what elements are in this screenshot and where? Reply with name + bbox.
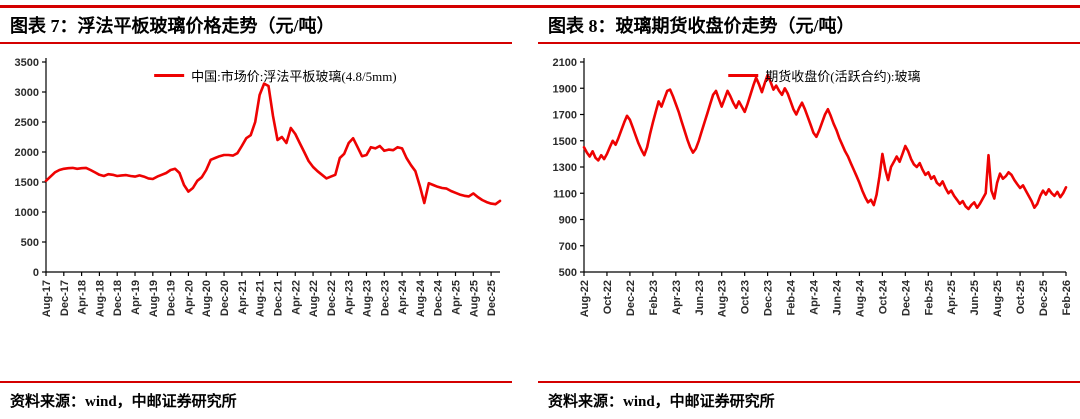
figure-8-legend: 期货收盘价(活跃合约):玻璃 bbox=[728, 66, 921, 85]
x-tick-label: Aug-17 bbox=[41, 280, 53, 317]
y-tick-label: 3500 bbox=[15, 57, 39, 69]
price-series-line bbox=[582, 73, 1068, 211]
figure-7-panel: 图表 7：浮法平板玻璃价格走势（元/吨） 中国:市场价:浮法平板玻璃(4.8/5… bbox=[0, 12, 512, 419]
figure-7-source-rule bbox=[0, 381, 512, 383]
x-tick-label: Apr-25 bbox=[946, 280, 958, 315]
x-tick-label: Aug-25 bbox=[992, 280, 1004, 317]
figure-7-footer: 资料来源：wind，中邮证券研究所 bbox=[0, 381, 512, 419]
x-tick-label: Aug-20 bbox=[201, 280, 213, 317]
x-tick-label: Feb-26 bbox=[1061, 280, 1073, 315]
x-tick-label: Aug-23 bbox=[717, 280, 729, 317]
glass-futures-price-line-chart: 500 700 900 1100 1300 1500 1700 1900 2100 Aug-22 O… bbox=[553, 57, 1073, 317]
x-tick-label: Aug-22 bbox=[308, 280, 320, 317]
x-tick-label: Dec-22 bbox=[625, 280, 637, 316]
x-tick-label: Oct-22 bbox=[602, 280, 614, 314]
figure-7-chart-area: 中国:市场价:浮法平板玻璃(4.8/5mm) 0 500 1000 1500 2000 2… bbox=[0, 52, 512, 334]
top-rule bbox=[0, 5, 1080, 8]
x-tick-label: Aug-24 bbox=[854, 279, 866, 317]
x-tick-label: Apr-20 bbox=[183, 280, 195, 315]
x-tick-label: Dec-20 bbox=[219, 280, 231, 316]
x-tick-label: Jun-24 bbox=[831, 279, 843, 315]
legend-label: 期货收盘价(活跃合约):玻璃 bbox=[765, 69, 921, 84]
x-tick-label: Dec-24 bbox=[433, 279, 445, 316]
figure-8-source-text: 资料来源：wind，中邮证券研究所 bbox=[548, 394, 775, 410]
x-tick-label: Dec-17 bbox=[59, 280, 71, 316]
x-tick-label: Aug-18 bbox=[94, 280, 106, 317]
y-tick-label: 0 bbox=[33, 267, 39, 279]
y-tick-label: 1900 bbox=[553, 83, 577, 95]
x-tick-label: Apr-18 bbox=[77, 280, 89, 315]
y-tick-label: 1300 bbox=[553, 162, 577, 174]
x-tick-label: Feb-24 bbox=[786, 279, 798, 315]
y-tick-label: 3000 bbox=[15, 87, 39, 99]
x-tick-label: Dec-25 bbox=[1038, 280, 1050, 316]
x-tick-label: Oct-25 bbox=[1015, 280, 1027, 314]
figure-8-panel: 图表 8：玻璃期货收盘价走势（元/吨） 期货收盘价(活跃合约):玻璃 500 70… bbox=[538, 12, 1080, 419]
y-tick-label: 1500 bbox=[553, 136, 577, 148]
x-tick-label: Oct-23 bbox=[740, 280, 752, 314]
x-tick-label: Apr-23 bbox=[671, 280, 683, 315]
figure-8-title: 图表 8：玻璃期货收盘价走势（元/吨） bbox=[548, 16, 855, 36]
price-series-line bbox=[44, 82, 502, 206]
y-tick-label: 2100 bbox=[553, 57, 577, 69]
figure-8-source-rule bbox=[538, 381, 1080, 383]
x-tick-label: Dec-24 bbox=[900, 279, 912, 316]
x-tick-label: Apr-19 bbox=[130, 280, 142, 315]
x-tick-label: Aug-21 bbox=[255, 280, 267, 317]
y-tick-label: 500 bbox=[21, 237, 39, 249]
x-tick-label: Feb-25 bbox=[923, 280, 935, 315]
figure-columns: 图表 7：浮法平板玻璃价格走势（元/吨） 中国:市场价:浮法平板玻璃(4.8/5… bbox=[0, 12, 1080, 419]
x-tick-label: Dec-21 bbox=[272, 280, 284, 316]
x-tick-label: Apr-25 bbox=[450, 280, 462, 315]
x-tick-label: Aug-19 bbox=[148, 280, 160, 317]
x-tick-label: Dec-25 bbox=[486, 280, 498, 316]
y-tick-label: 500 bbox=[559, 267, 577, 279]
x-tick-label: Jun-25 bbox=[969, 280, 981, 315]
x-tick-label: Apr-24 bbox=[809, 279, 821, 315]
y-tick-label: 900 bbox=[559, 215, 577, 227]
x-tick-label: Dec-18 bbox=[112, 280, 124, 316]
x-tick-label: Apr-22 bbox=[290, 280, 302, 315]
figure-8-chart-area: 期货收盘价(活跃合约):玻璃 500 700 900 1100 1300 1500 1700… bbox=[538, 52, 1080, 334]
figure-8-footer: 资料来源：wind，中邮证券研究所 bbox=[538, 381, 1080, 419]
x-tick-label: Dec-23 bbox=[379, 280, 391, 316]
x-tick-label: Apr-21 bbox=[237, 280, 249, 315]
figure-7-legend: 中国:市场价:浮法平板玻璃(4.8/5mm) bbox=[154, 66, 397, 85]
x-tick-label: Apr-23 bbox=[344, 280, 356, 315]
y-tick-label: 1100 bbox=[553, 188, 577, 200]
y-tick-label: 1500 bbox=[15, 177, 39, 189]
x-tick-label: Aug-24 bbox=[415, 279, 427, 317]
x-tick-label: Oct-24 bbox=[877, 279, 889, 314]
figure-8-title-rule bbox=[538, 42, 1080, 44]
y-tick-label: 1000 bbox=[15, 207, 39, 219]
figure-7-title-rule bbox=[0, 42, 512, 44]
legend-label: 中国:市场价:浮法平板玻璃(4.8/5mm) bbox=[191, 69, 397, 84]
figure-7-title: 图表 7：浮法平板玻璃价格走势（元/吨） bbox=[10, 16, 335, 36]
red-line-swatch bbox=[728, 74, 759, 77]
red-line-swatch bbox=[154, 74, 185, 77]
x-tick-label: Aug-22 bbox=[579, 280, 591, 317]
x-tick-label: Aug-25 bbox=[468, 280, 480, 317]
x-tick-label: Dec-22 bbox=[326, 280, 338, 316]
y-tick-label: 700 bbox=[559, 241, 577, 253]
x-tick-label: Dec-23 bbox=[763, 280, 775, 316]
x-tick-label: Jun-23 bbox=[694, 280, 706, 315]
glass-spot-price-line-chart: 0 500 1000 1500 2000 2500 3000 3500 Aug-17 Dec-17… bbox=[15, 57, 502, 317]
x-tick-label: Apr-24 bbox=[397, 279, 409, 315]
y-tick-label: 2500 bbox=[15, 117, 39, 129]
x-tick-label: Feb-23 bbox=[648, 280, 660, 315]
y-tick-label: 1700 bbox=[553, 110, 577, 122]
figure-7-source-text: 资料来源：wind，中邮证券研究所 bbox=[10, 394, 237, 410]
y-tick-label: 2000 bbox=[15, 147, 39, 159]
x-tick-label: Aug-23 bbox=[361, 280, 373, 317]
x-tick-label: Dec-19 bbox=[166, 280, 178, 316]
